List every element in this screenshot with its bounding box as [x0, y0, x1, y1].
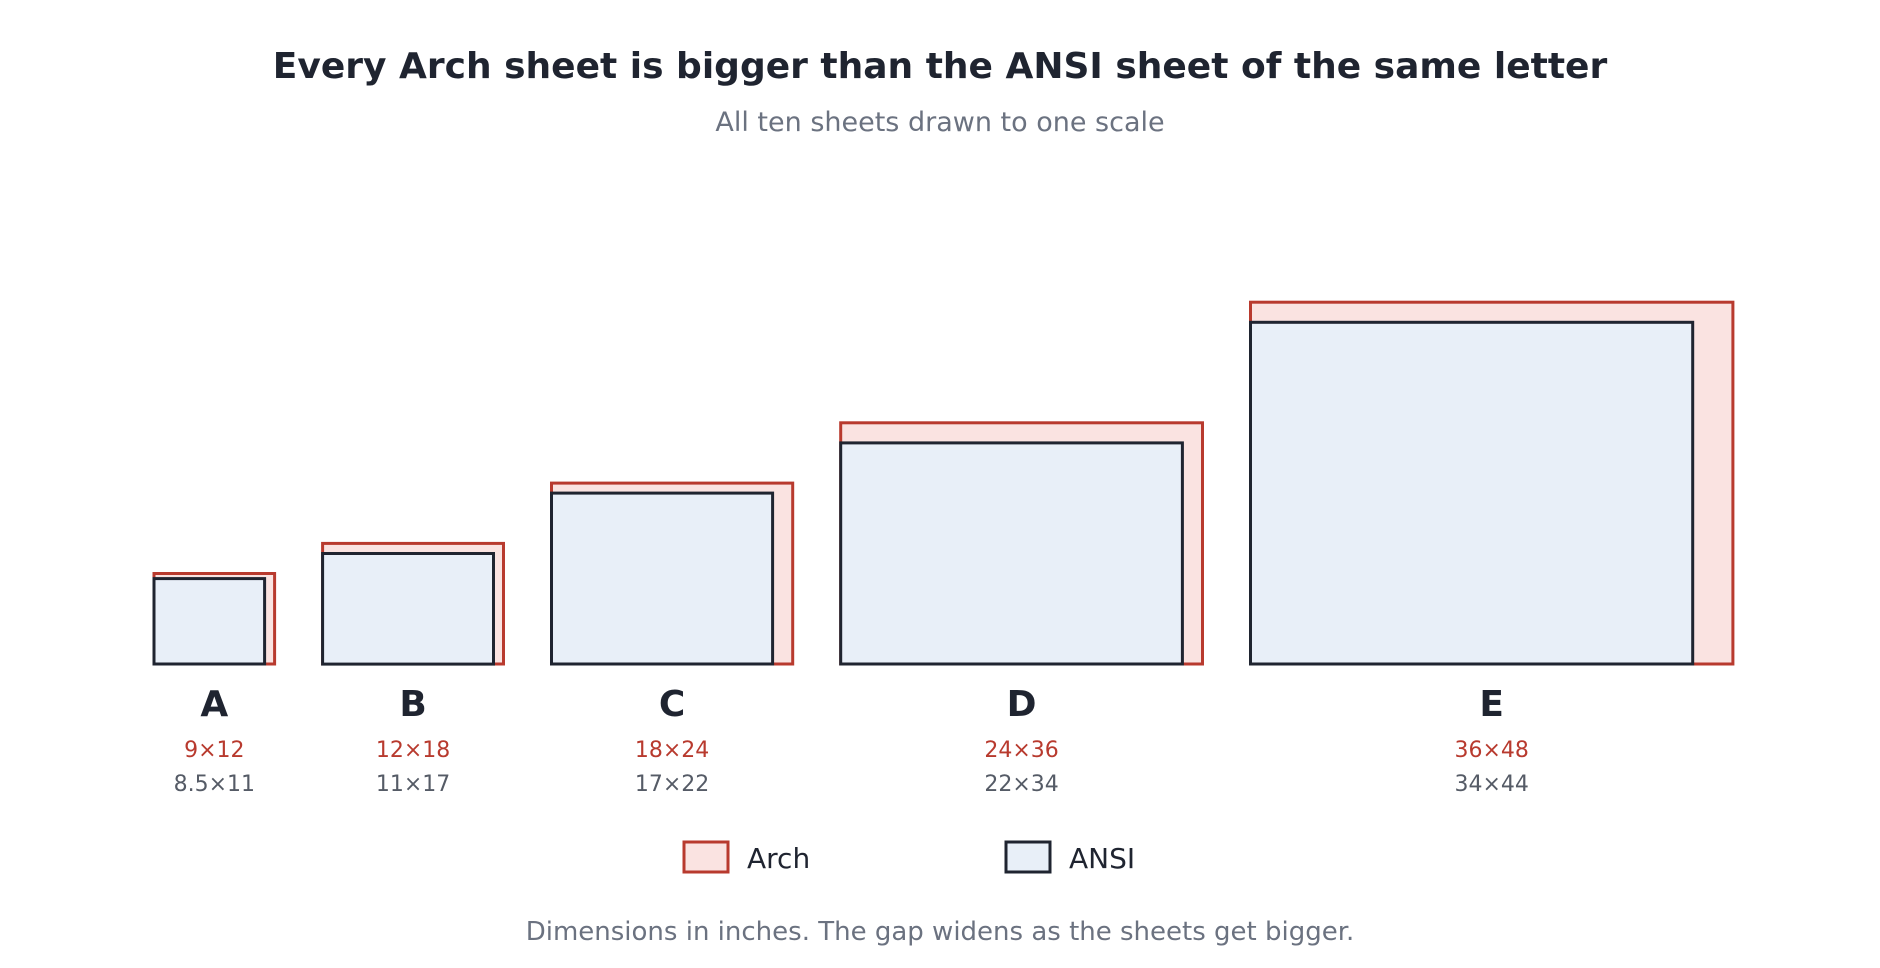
- ansi-sheet-b: [321, 552, 495, 666]
- arch-dims-d: 24×36: [984, 738, 1058, 763]
- ansi-dims-c: 17×22: [635, 772, 709, 797]
- arch-dims-e: 36×48: [1454, 738, 1528, 763]
- legend: Arch ANSI: [682, 840, 1135, 875]
- arch-dims-a: 9×12: [184, 738, 244, 763]
- sheet-letter-b: B: [399, 684, 426, 725]
- ansi-sheet-c: [550, 491, 775, 666]
- legend-label-ansi: ANSI: [1069, 842, 1135, 875]
- ansi-dims-a: 8.5×11: [174, 772, 255, 797]
- sheets-layer: [152, 300, 1735, 666]
- legend-swatch-ansi: [1004, 840, 1052, 874]
- arch-dims-b: 12×18: [376, 738, 450, 763]
- ansi-sheet-a: [152, 577, 267, 666]
- chart-note: Dimensions in inches. The gap widens as …: [526, 917, 1355, 947]
- arch-dims-c: 18×24: [635, 738, 709, 763]
- ansi-sheet-e: [1249, 320, 1695, 666]
- ansi-dims-d: 22×34: [984, 772, 1058, 797]
- legend-label-arch: Arch: [747, 842, 810, 875]
- sheet-letter-e: E: [1479, 684, 1504, 725]
- ansi-dims-b: 11×17: [376, 772, 450, 797]
- chart-title: Every Arch sheet is bigger than the ANSI…: [273, 46, 1608, 87]
- labels-layer: A 9×12 8.5×11 B 12×18 11×17 C 18×24 17×22 D 24×36 2…: [174, 684, 1529, 797]
- sheet-letter-c: C: [659, 684, 685, 725]
- ansi-dims-e: 34×44: [1454, 772, 1528, 797]
- ansi-sheet-d: [839, 441, 1184, 666]
- sheet-letter-a: A: [200, 684, 228, 725]
- legend-swatch-arch: [682, 840, 730, 874]
- sheet-letter-d: D: [1007, 684, 1037, 725]
- chart-subtitle: All ten sheets drawn to one scale: [715, 107, 1164, 138]
